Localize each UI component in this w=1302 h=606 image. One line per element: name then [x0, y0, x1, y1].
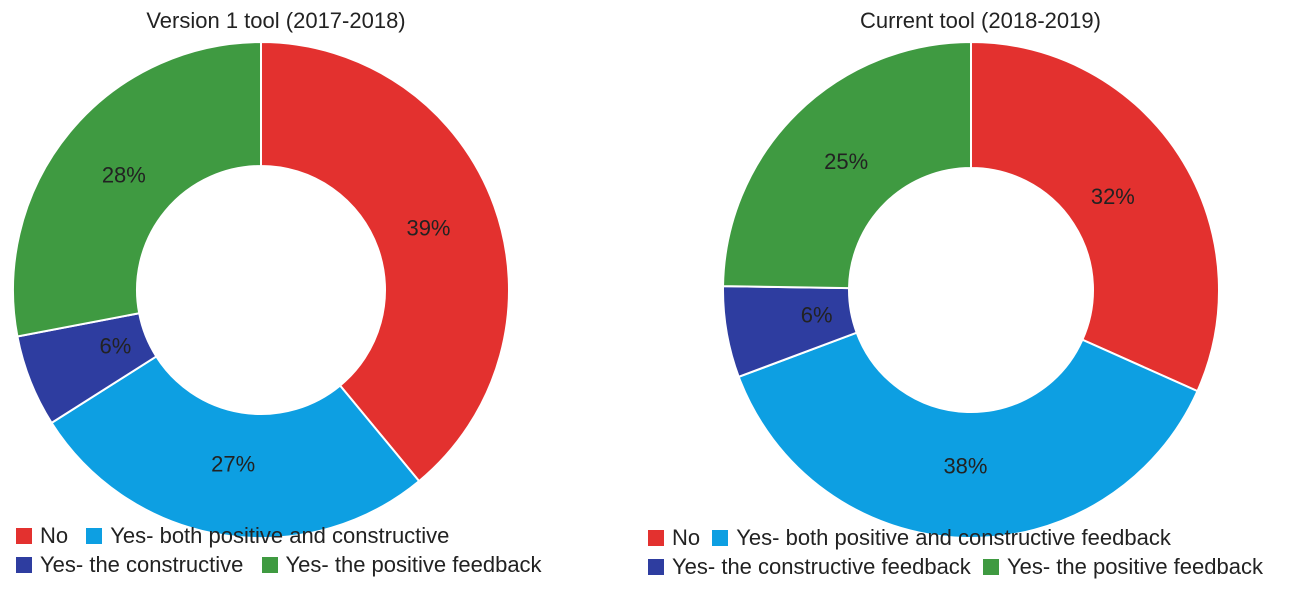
legend-swatch-both [712, 530, 729, 546]
chart-current-tool: Current tool (2018-2019) 32% 38% 6% 25% No … [640, 0, 1302, 606]
legend-row: Yes- the constructive Yes- the positive … [16, 550, 554, 579]
legend-swatch-constructive [648, 559, 664, 575]
legend-swatch-positive [261, 557, 278, 573]
chart-title: Version 1 tool (2017-2018) [146, 8, 406, 33]
slice-no [970, 40, 1221, 393]
legend-label-positive: Yes- the positive feedback [285, 552, 542, 577]
legend-swatch-no [648, 530, 664, 546]
chart-title: Current tool (2018-2019) [860, 8, 1101, 33]
slice-label-constructive: 6% [99, 333, 131, 358]
legend: No Yes- both positive and constructive f… [648, 523, 1269, 581]
donut-chart-current-tool: 32% 38% 6% 25% [722, 40, 1221, 539]
legend-item-constructive: Yes- the constructive [16, 550, 243, 579]
legend-item-both: Yes- both positive and constructive [86, 521, 449, 550]
slice-label-both: 27% [211, 452, 255, 477]
slice-no [260, 40, 510, 483]
legend-label-positive: Yes- the positive feedback [1006, 554, 1263, 579]
slice-label-positive: 28% [102, 162, 146, 187]
slice-label-constructive: 6% [801, 302, 833, 327]
slice-label-both: 38% [943, 454, 987, 479]
legend-label-constructive: Yes- the constructive [40, 552, 244, 577]
slice-positive [722, 40, 972, 290]
legend-item-positive: Yes- the positive feedback [261, 550, 542, 579]
legend-label-both: Yes- both positive and constructive feed… [736, 525, 1171, 550]
legend-label-no: No [672, 525, 701, 550]
legend: No Yes- both positive and constructive Y… [16, 521, 554, 579]
legend-swatch-both [86, 528, 103, 544]
slice-label-no: 39% [406, 216, 450, 241]
legend-item-positive: Yes- the positive feedback [982, 552, 1263, 581]
legend-swatch-no [16, 528, 32, 544]
legend-item-no: No [648, 523, 700, 552]
legend-row: No Yes- both positive and constructive f… [648, 523, 1269, 552]
slice-both [737, 331, 1199, 539]
legend-item-no: No [16, 521, 68, 550]
legend-row: Yes- the constructive feedback Yes- the … [648, 552, 1269, 581]
donut-chart-version-1: 39% 27% 6% 28% [12, 40, 510, 539]
legend-item-constructive: Yes- the constructive feedback [648, 552, 971, 581]
legend-swatch-positive [982, 559, 999, 575]
legend-swatch-constructive [16, 557, 32, 573]
slice-both [50, 355, 421, 539]
slice-label-no: 32% [1091, 184, 1135, 209]
slice-positive [12, 40, 262, 338]
legend-item-both: Yes- both positive and constructive feed… [712, 523, 1171, 552]
legend-label-constructive: Yes- the constructive feedback [672, 554, 971, 579]
legend-row: No Yes- both positive and constructive [16, 521, 554, 550]
legend-label-no: No [40, 523, 69, 548]
slice-label-positive: 25% [824, 149, 868, 174]
legend-label-both: Yes- both positive and constructive [110, 523, 450, 548]
chart-version-1: Version 1 tool (2017-2018) 39% 27% 6% 28% N… [0, 0, 640, 606]
